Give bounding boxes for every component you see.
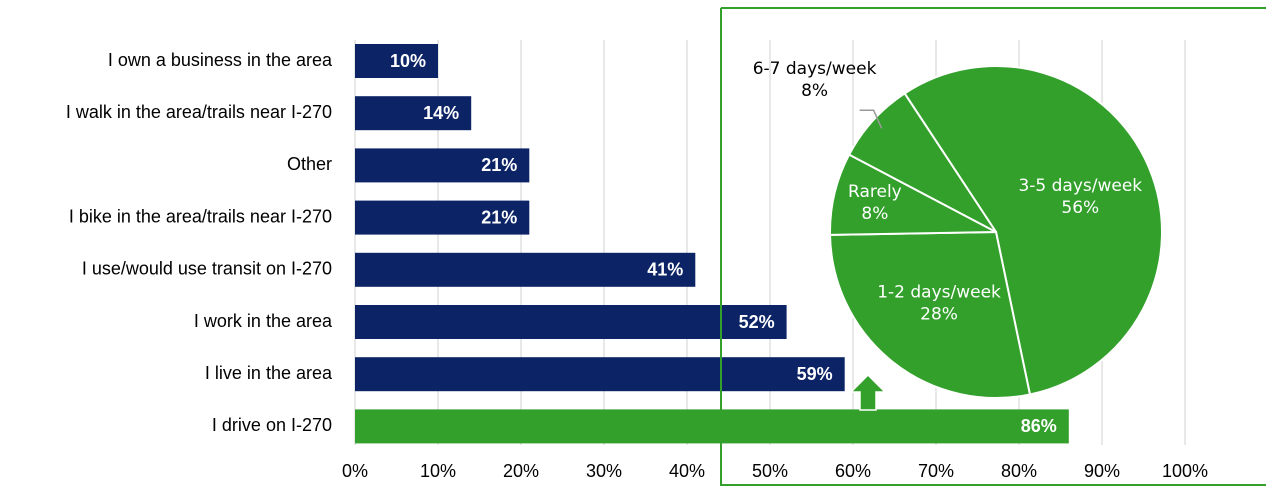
- bar: [355, 305, 787, 339]
- x-tick-label: 80%: [1001, 461, 1037, 481]
- bars: I own a business in the area 10% I walk in…: [66, 44, 1069, 444]
- slice-value-label: 28%: [920, 304, 958, 324]
- x-tick-label: 50%: [752, 461, 788, 481]
- slice-value-label: 56%: [1061, 198, 1099, 218]
- bar: [355, 409, 1069, 444]
- value-label: 14%: [423, 103, 459, 123]
- bar: [355, 44, 438, 78]
- y-tick-label: I own a business in the area: [108, 50, 333, 70]
- inset-frame: [720, 7, 1266, 486]
- y-tick-label: I drive on I-270: [212, 415, 332, 435]
- bar: [355, 200, 530, 235]
- x-tick-label: 60%: [835, 461, 871, 481]
- y-tick-label: I work in the area: [194, 311, 333, 331]
- x-tick-label: 20%: [503, 461, 539, 481]
- value-label: 86%: [1021, 416, 1057, 436]
- slice-label: 3-5 days/week: [1018, 176, 1142, 196]
- pie-slice: [829, 230, 1032, 399]
- slice-value-label: 8%: [861, 204, 888, 224]
- slice-label: 1-2 days/week: [877, 282, 1001, 302]
- bar: [355, 148, 530, 183]
- leader-line: [859, 109, 883, 129]
- y-tick-label: I bike in the area/trails near I-270: [69, 206, 332, 226]
- x-tick-label: 90%: [1084, 461, 1120, 481]
- bar: [355, 252, 696, 287]
- y-tick-label: I walk in the area/trails near I-270: [66, 102, 332, 122]
- slice-value-label: 8%: [801, 81, 828, 101]
- value-label: 52%: [739, 312, 775, 332]
- slice-label: Rarely: [848, 182, 902, 202]
- value-label: 21%: [481, 155, 517, 175]
- arrow: [849, 373, 887, 411]
- x-tick-label: 100%: [1162, 461, 1208, 481]
- value-label: 21%: [481, 207, 517, 227]
- slice-label: 6-7 days/week: [753, 59, 877, 79]
- x-tick-label: 40%: [669, 461, 705, 481]
- y-tick-label: I use/would use transit on I-270: [82, 259, 332, 279]
- y-tick-label: Other: [287, 154, 332, 174]
- value-label: 41%: [647, 260, 683, 280]
- pie-slice: [847, 92, 997, 233]
- bar: [355, 357, 845, 392]
- x-tick-label: 10%: [420, 461, 456, 481]
- x-tick-label: 30%: [586, 461, 622, 481]
- pie-slice: [903, 65, 1163, 396]
- y-tick-label: I live in the area: [205, 363, 333, 383]
- bar: [355, 96, 472, 131]
- x-tick-label: 0%: [342, 461, 368, 481]
- value-label: 59%: [797, 364, 833, 384]
- value-label: 10%: [390, 51, 426, 71]
- x-tick-label: 70%: [918, 461, 954, 481]
